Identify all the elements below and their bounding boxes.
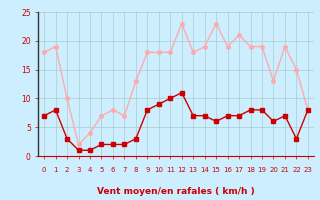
X-axis label: Vent moyen/en rafales ( km/h ): Vent moyen/en rafales ( km/h ) bbox=[97, 187, 255, 196]
